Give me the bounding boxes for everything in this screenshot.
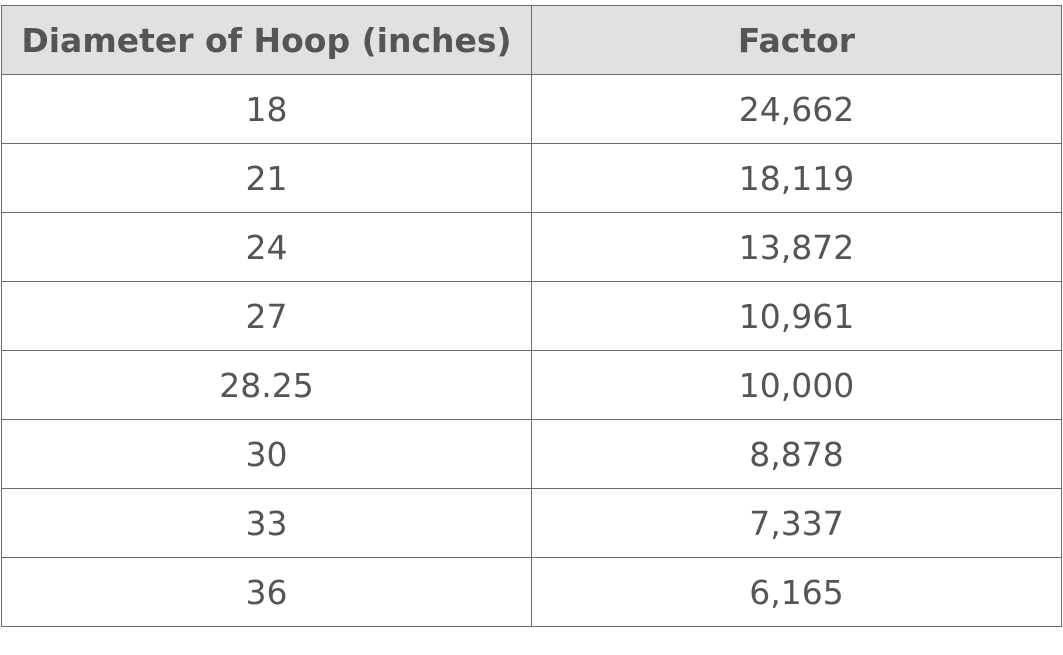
- table-cell: 6,165: [531, 557, 1062, 627]
- table-row: 36 6,165: [1, 557, 1062, 627]
- header-cell: Factor: [531, 5, 1062, 75]
- table-cell: 13,872: [531, 212, 1062, 282]
- table-cell: 24: [1, 212, 532, 282]
- table-row: 18 24,662: [1, 74, 1062, 144]
- table-row: 27 10,961: [1, 281, 1062, 351]
- table-body: 18 24,662 21 18,119 24 13,872 27 10,961 28.25 10,…: [1, 74, 1062, 627]
- table-cell: 8,878: [531, 419, 1062, 489]
- table-cell: 27: [1, 281, 532, 351]
- table-row: 21 18,119: [1, 143, 1062, 213]
- table-cell: 30: [1, 419, 532, 489]
- table-cell: 28.25: [1, 350, 532, 420]
- header-row: Diameter of Hoop (inches) Factor: [1, 5, 1062, 75]
- header-cell: Diameter of Hoop (inches): [1, 5, 532, 75]
- table-row: 33 7,337: [1, 488, 1062, 558]
- table-cell: 7,337: [531, 488, 1062, 558]
- table-cell: 18: [1, 74, 532, 144]
- data-table: Diameter of Hoop (inches) Factor 18 24,66…: [1, 5, 1062, 627]
- table-header: Diameter of Hoop (inches) Factor: [1, 5, 1062, 75]
- table-row: 30 8,878: [1, 419, 1062, 489]
- table-cell: 24,662: [531, 74, 1062, 144]
- table-cell: 18,119: [531, 143, 1062, 213]
- table-cell: 33: [1, 488, 532, 558]
- table-row: 24 13,872: [1, 212, 1062, 282]
- table-cell: 36: [1, 557, 532, 627]
- table-cell: 10,961: [531, 281, 1062, 351]
- table-cell: 10,000: [531, 350, 1062, 420]
- table-cell: 21: [1, 143, 532, 213]
- table-row: 28.25 10,000: [1, 350, 1062, 420]
